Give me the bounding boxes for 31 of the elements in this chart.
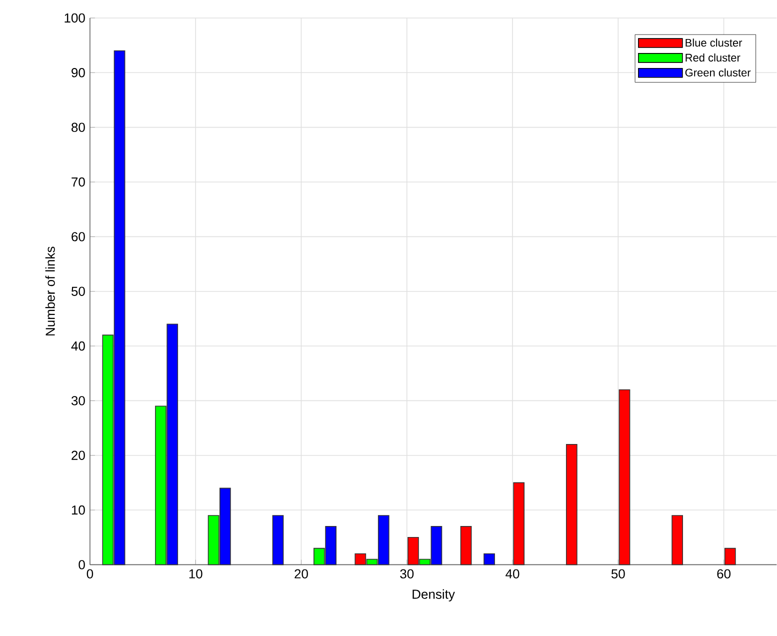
y-tick-label: 0 <box>78 560 85 570</box>
y-tick-label: 50 <box>71 286 85 296</box>
bar <box>484 554 495 566</box>
x-tick-label: 60 <box>717 569 731 579</box>
legend-label: Red cluster <box>686 54 740 62</box>
bar <box>460 526 472 566</box>
y-tick-label: 90 <box>72 68 85 78</box>
legend-label: Green cluster <box>685 68 751 77</box>
x-tick-label: 40 <box>506 569 520 579</box>
x-tick-label: 0 <box>86 569 94 579</box>
y-axis-title: Number of links <box>45 246 55 336</box>
x-axis-title: Density <box>412 589 455 602</box>
y-tick-label: 60 <box>72 232 85 242</box>
x-tick-label: 50 <box>611 569 625 579</box>
bar <box>618 390 630 566</box>
x-tick-label: 30 <box>400 569 414 579</box>
y-tick-label: 10 <box>72 506 85 515</box>
bar <box>272 515 284 566</box>
bar <box>672 515 683 566</box>
legend-label: Blue cluster <box>686 38 742 47</box>
y-tick-label: 40 <box>71 342 85 351</box>
bar <box>566 444 578 566</box>
x-tick-label: 10 <box>189 569 202 579</box>
y-tick-label: 100 <box>64 14 85 23</box>
bar <box>724 548 736 566</box>
y-tick-label: 30 <box>71 396 85 406</box>
x-tick-label: 20 <box>294 569 308 579</box>
y-tick-label: 80 <box>72 122 85 132</box>
bar <box>513 482 525 566</box>
y-tick-label: 70 <box>72 178 85 187</box>
y-tick-label: 20 <box>72 450 85 460</box>
